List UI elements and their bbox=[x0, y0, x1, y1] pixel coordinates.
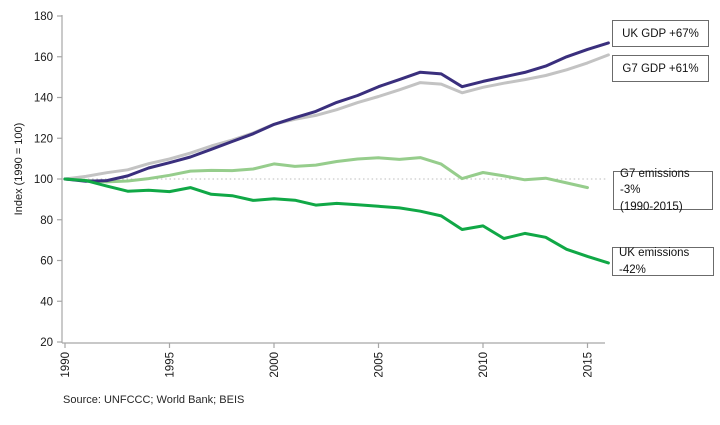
legend-label-uk-gdp: UK GDP +67% bbox=[622, 27, 699, 40]
x-axis-ticks: 1990 1995 2000 2005 2010 2015 bbox=[60, 343, 595, 378]
x-tick-label: 1995 bbox=[165, 352, 177, 378]
source-note: Source: UNFCCC; World Bank; BEIS bbox=[63, 394, 245, 406]
y-axis-ticks: 180 160 140 120 100 80 60 40 20 bbox=[34, 11, 62, 349]
x-tick-label: 2000 bbox=[269, 352, 281, 378]
legend-box-g7-gdp: G7 GDP +61% bbox=[612, 55, 709, 82]
legend-box-uk-emissions: UK emissions -42% bbox=[612, 247, 714, 276]
legend-label-uk-emissions: UK emissions -42% bbox=[619, 247, 690, 276]
y-tick-label: 20 bbox=[40, 337, 53, 349]
y-axis-title: Index (1990 = 100) bbox=[13, 122, 25, 216]
y-tick-label: 80 bbox=[40, 215, 53, 227]
y-tick-label: 140 bbox=[34, 93, 53, 105]
y-tick-label: 120 bbox=[34, 133, 53, 145]
x-tick-label: 2010 bbox=[478, 352, 490, 378]
series-line-uk-emissions bbox=[63, 177, 610, 265]
series-lines bbox=[63, 41, 610, 265]
x-tick-label: 2015 bbox=[583, 352, 595, 378]
y-tick-label: 180 bbox=[34, 11, 53, 23]
series-line-g7-gdp bbox=[63, 53, 610, 181]
x-tick-label: 2005 bbox=[374, 352, 386, 378]
series-line-g7-emissions bbox=[63, 156, 589, 190]
legend-box-g7-emissions: G7 emissions -3% (1990-2015) bbox=[613, 168, 713, 213]
y-tick-label: 40 bbox=[40, 296, 53, 308]
legend-box-uk-gdp: UK GDP +67% bbox=[612, 20, 709, 47]
legend-label-g7-emissions: G7 emissions -3% bbox=[620, 168, 690, 197]
y-tick-label: 160 bbox=[34, 52, 53, 64]
legend-label-g7-emissions-period: (1990-2015) bbox=[620, 200, 683, 213]
y-tick-label: 60 bbox=[40, 256, 53, 268]
series-line-uk-gdp bbox=[63, 41, 610, 183]
y-tick-label: 100 bbox=[34, 174, 53, 186]
legend-label-g7-gdp: G7 GDP +61% bbox=[622, 62, 699, 75]
x-tick-label: 1990 bbox=[60, 352, 72, 378]
